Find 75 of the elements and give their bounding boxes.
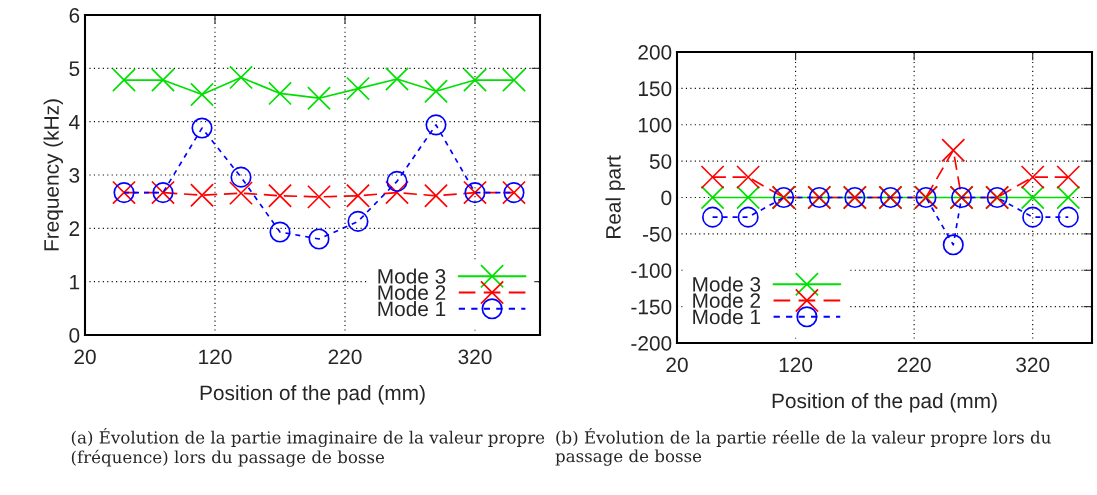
point [268,81,292,106]
x-tick-label: 20 [74,349,96,365]
point [307,184,331,209]
point [502,68,526,93]
point [307,86,331,111]
point [229,181,253,206]
y-tick-label: 3 [69,168,80,183]
point [386,170,408,192]
point [425,114,447,136]
x-tick-label: 120 [779,357,813,373]
point [700,165,725,190]
y-tick-label: 1 [70,274,80,290]
y-tick-label: -150 [631,299,672,315]
point [112,68,136,93]
y-tick-label: 6 [69,8,80,23]
point [736,185,761,210]
point [230,166,252,188]
point [269,221,291,243]
point [229,65,253,90]
point [424,183,448,208]
x-tick-label: 20 [666,357,688,373]
legend-label: Mode 1 [378,301,446,317]
y-axis-title: Frequency (kHz) [43,99,63,251]
legend-label: Mode 3 [378,268,446,284]
point [1022,206,1044,228]
legend-label: Mode 2 [378,284,446,300]
legend-label: Mode 1 [693,309,761,325]
point [1056,185,1081,210]
point [463,68,487,93]
point [942,234,964,256]
point [737,206,759,228]
y-tick-label: -50 [642,226,672,242]
point [190,183,214,208]
y-tick-label: 0 [69,328,80,343]
y-tick-label: -100 [631,263,672,278]
x-tick-label: 220 [328,349,362,365]
x-tick-label: 120 [199,349,232,365]
y-tick-label: -200 [631,336,672,351]
point [700,185,725,210]
legend-label: Mode 2 [693,292,761,308]
x-tick-label: 320 [458,349,492,365]
point [1020,165,1045,190]
point [736,165,761,190]
point [308,228,330,250]
y-tick-label: 50 [649,154,672,169]
x-tick-label: 220 [897,357,931,373]
legend-label: Mode 3 [693,276,761,292]
x-tick-label: 320 [1016,357,1050,373]
point [346,183,370,208]
y-tick-label: 150 [638,81,672,97]
point [347,210,369,232]
point [268,183,292,208]
point [346,76,370,101]
point [1056,165,1081,190]
point [1020,185,1045,210]
point [190,82,214,107]
y-axis-title: Real part [605,155,625,239]
point [385,67,409,91]
y-tick-label: 5 [69,61,80,77]
y-tick-label: 2 [69,221,80,236]
y-tick-label: 4 [69,114,80,130]
point [191,117,213,139]
x-axis-title: Position of the pad (mm) [200,384,425,405]
x-axis-title: Position of the pad (mm) [772,392,997,413]
point [1057,206,1079,228]
point [702,206,724,228]
y-tick-label: 0 [661,190,672,206]
point [385,180,409,205]
point [151,68,175,93]
y-tick-label: 100 [638,117,672,133]
text: (a) Évolution de la partie imaginaire de la valeur propre (fréquence) lors du passage de bosse [71,428,545,467]
text: (b) Évolution de la partie réelle de la valeur propre lors du passage de bosse [555,428,1051,466]
point [424,79,448,104]
y-tick-label: 200 [638,45,672,60]
point [941,138,966,163]
